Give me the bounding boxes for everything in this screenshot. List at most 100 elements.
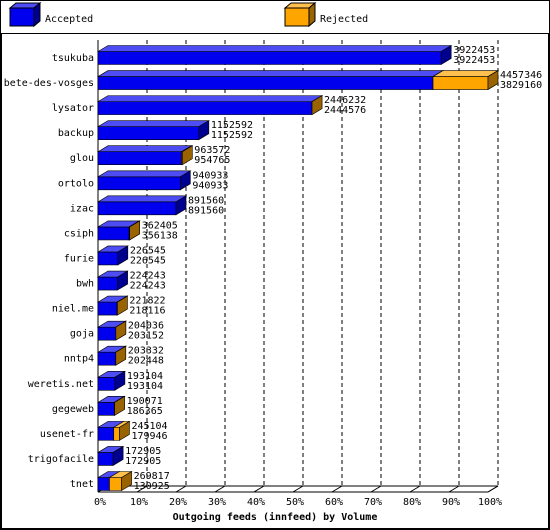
value-label: 1152592 — [211, 130, 253, 141]
value-label: 179946 — [131, 431, 167, 442]
y-tick-label: backup — [58, 128, 94, 139]
x-tick-label: 10% — [130, 497, 148, 508]
x-tick-label: 20% — [169, 497, 187, 508]
bar-side — [487, 70, 499, 91]
bar-side — [117, 245, 129, 266]
x-tick-label: 90% — [442, 497, 460, 508]
total-label: 203332 — [128, 346, 164, 357]
x-tick-label: 70% — [364, 497, 382, 508]
bar — [97, 201, 177, 216]
total-label: 193104 — [127, 371, 163, 382]
y-tick-label: trigofacile — [28, 454, 94, 465]
total-label: 172905 — [125, 446, 161, 457]
value-label: 891560 — [188, 205, 224, 216]
bar-side — [117, 295, 128, 316]
x-tick — [253, 485, 265, 493]
axis — [487, 485, 499, 493]
bar-side — [175, 195, 187, 216]
value-label: 202448 — [128, 356, 164, 367]
bar-top — [431, 70, 500, 77]
bar-side — [121, 470, 132, 492]
total-label: 224243 — [130, 271, 166, 282]
x-tick — [331, 485, 343, 493]
bar-side — [114, 395, 125, 416]
value-label: 3922453 — [453, 55, 495, 66]
bar-side — [182, 145, 193, 166]
value-label: 130925 — [134, 481, 170, 492]
y-tick-label: weretis.net — [28, 379, 94, 390]
x-axis-label: Outgoing feeds (innfeed) by Volume — [173, 511, 378, 523]
value-label: 218116 — [129, 306, 165, 317]
y-tick-label: goja — [70, 329, 94, 340]
bar-side — [180, 170, 191, 191]
y-tick-label: tnet — [70, 479, 94, 490]
x-tick — [409, 485, 421, 493]
y-tick-label: glou — [70, 153, 94, 164]
total-label: 940933 — [192, 170, 228, 181]
y-tick-label: bwh — [76, 279, 94, 290]
legend-label: Rejected — [320, 14, 368, 25]
x-tick — [292, 485, 304, 493]
bar — [97, 351, 117, 366]
bar — [113, 427, 120, 441]
value-label: 2444576 — [324, 105, 366, 116]
bar — [97, 126, 200, 140]
y-tick-label: furie — [64, 253, 94, 264]
bar — [97, 402, 115, 416]
bar — [97, 251, 119, 266]
bar — [97, 427, 115, 441]
bar — [97, 326, 117, 341]
bar — [97, 376, 116, 391]
bar-side — [115, 345, 127, 366]
bar — [97, 276, 118, 291]
x-tick — [370, 485, 382, 493]
bar-top — [96, 145, 193, 153]
y-tick-label: usenet-fr — [40, 429, 94, 440]
x-tick-label: 0% — [94, 497, 106, 508]
total-label: 221822 — [129, 296, 165, 307]
value-label: 186365 — [127, 406, 163, 417]
y-tick-label: csiph — [64, 228, 94, 239]
value-label: 356138 — [142, 230, 178, 241]
total-label: 3922453 — [453, 45, 495, 56]
x-tick-label: 50% — [286, 497, 304, 508]
legend-swatch — [308, 1, 316, 28]
bar — [97, 76, 434, 90]
total-label: 963572 — [194, 145, 230, 156]
x-tick — [175, 485, 187, 493]
bar-top — [96, 120, 210, 127]
bar-side — [112, 445, 124, 466]
bar — [97, 101, 313, 115]
x-tick — [214, 485, 226, 493]
bar-top — [96, 95, 323, 102]
bar — [97, 301, 118, 316]
y-tick-label: izac — [70, 203, 94, 214]
y-tick-label: niel.me — [52, 304, 94, 315]
x-tick-label: 30% — [208, 497, 226, 508]
value-label: 954765 — [194, 155, 230, 166]
bar-top — [96, 170, 192, 178]
total-label: 269817 — [134, 471, 170, 482]
y-tick-label: tsukuba — [52, 53, 94, 64]
total-label: 190071 — [127, 396, 163, 407]
value-label: 3829160 — [500, 80, 542, 91]
y-tick-label: lysator — [52, 103, 94, 114]
bar-side — [115, 320, 127, 341]
bar-side — [198, 120, 210, 141]
x-tick-label: 80% — [403, 497, 421, 508]
total-label: 1152592 — [211, 120, 253, 131]
y-tick-label: bete-des-vosges — [4, 78, 94, 89]
x-tick-label: 100% — [478, 497, 502, 508]
value-label: 940933 — [192, 180, 228, 191]
x-tick-label: 40% — [247, 497, 265, 508]
bar — [97, 176, 181, 191]
bar — [432, 76, 489, 90]
bar-side — [440, 44, 452, 66]
bar-top — [96, 70, 445, 77]
legend-swatch — [9, 7, 35, 27]
legend-swatch — [33, 1, 41, 28]
total-label: 891560 — [188, 195, 224, 206]
x-tick-label: 60% — [325, 497, 343, 508]
bar-side — [129, 220, 141, 241]
